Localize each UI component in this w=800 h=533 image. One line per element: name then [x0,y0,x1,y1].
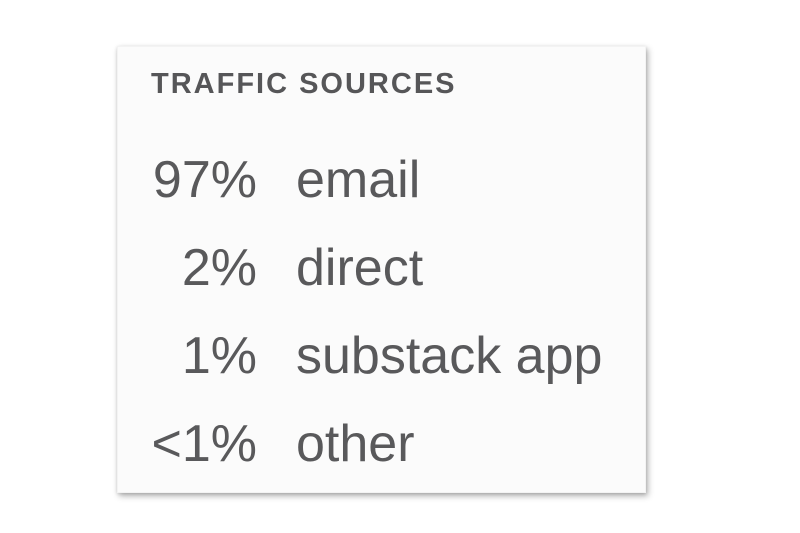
traffic-source-percent: 2% [181,239,257,297]
traffic-source-row-other: <1% other [118,400,645,488]
traffic-source-percent: 97% [152,151,257,209]
traffic-sources-card: TRAFFIC SOURCES 97% email 2% direct 1% s… [117,46,646,493]
traffic-source-label: direct [296,239,424,297]
traffic-source-percent: 1% [181,327,257,385]
traffic-source-label: email [296,151,421,209]
card-title: TRAFFIC SOURCES [151,68,457,100]
traffic-source-row-direct: 2% direct [118,224,645,312]
traffic-sources-list: 97% email 2% direct 1% substack app <1% … [118,136,645,488]
traffic-source-row-email: 97% email [118,136,645,224]
traffic-source-label: substack app [296,327,603,385]
traffic-source-row-substack-app: 1% substack app [118,312,645,400]
traffic-source-label: other [296,415,415,473]
traffic-source-percent: <1% [151,415,257,473]
